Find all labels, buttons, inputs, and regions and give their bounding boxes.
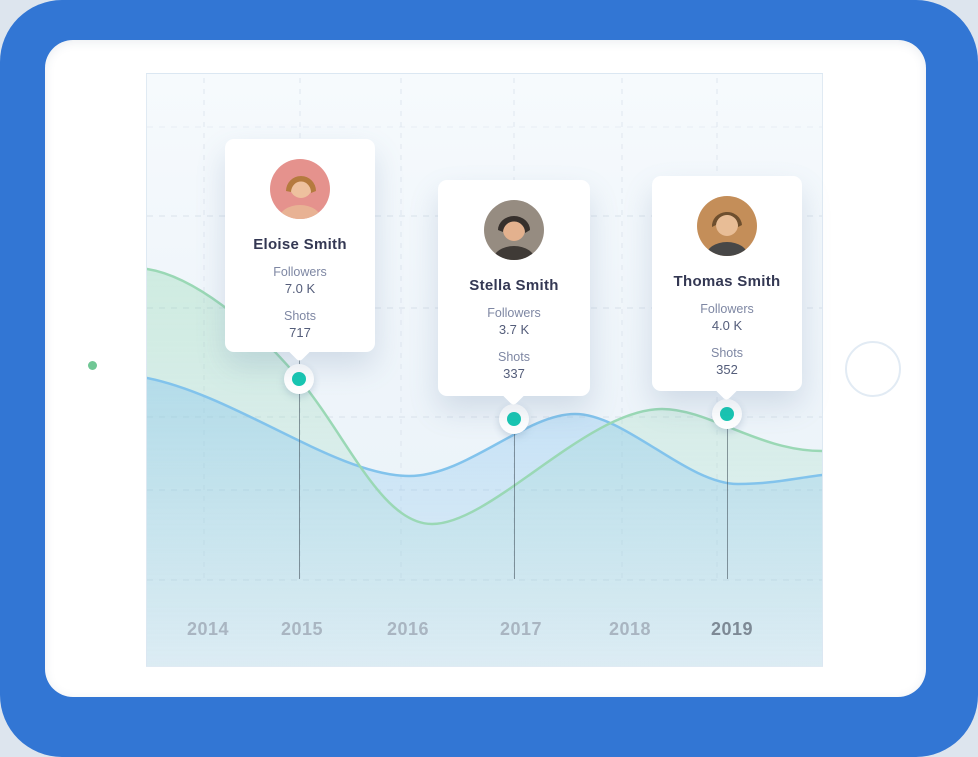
marker-line-2015 — [299, 353, 300, 579]
followers-label: Followers — [700, 302, 754, 316]
x-axis-label-2016[interactable]: 2016 — [386, 619, 430, 639]
blue-series-area — [147, 378, 822, 666]
data-point-dot — [720, 407, 734, 421]
shots-label: Shots — [711, 345, 743, 360]
avatar-stella — [484, 200, 544, 260]
camera-indicator-dot — [88, 361, 97, 370]
x-axis-label-2017[interactable]: 2017 — [499, 619, 543, 639]
data-point-dot — [507, 412, 521, 426]
profile-card-stella: Stella Smith Followers 3.7 K Shots 337 — [438, 180, 590, 396]
home-button[interactable] — [845, 341, 901, 397]
avatar-thomas — [697, 196, 757, 256]
followers-label: Followers — [273, 265, 327, 279]
x-axis-label-2019-active[interactable]: 2019 — [710, 619, 754, 639]
shots-value: 337 — [503, 365, 525, 381]
data-point-2019[interactable] — [712, 399, 742, 429]
followers-label: Followers — [487, 306, 541, 320]
followers-value: 4.0 K — [711, 317, 743, 333]
person-name: Stella Smith — [469, 277, 559, 294]
x-axis-label-2014[interactable]: 2014 — [186, 619, 230, 639]
x-axis-label-2018[interactable]: 2018 — [608, 619, 652, 639]
data-point-2017[interactable] — [499, 404, 529, 434]
x-axis-label-2015[interactable]: 2015 — [280, 619, 324, 639]
tablet-screen: 2014 2015 2016 2017 2018 2019 — [45, 40, 926, 697]
person-name: Thomas Smith — [673, 273, 781, 290]
profile-card-thomas: Thomas Smith Followers 4.0 K Shots 352 — [652, 176, 802, 391]
data-point-dot — [292, 372, 306, 386]
followers-value: 3.7 K — [498, 321, 530, 337]
avatar-eloise — [270, 159, 330, 219]
shots-label: Shots — [284, 308, 316, 323]
blue-series-line — [147, 376, 822, 486]
followers-value: 7.0 K — [284, 280, 316, 296]
marker-line-2017 — [514, 397, 515, 579]
shots-value: 352 — [716, 361, 738, 377]
data-point-2015[interactable] — [284, 364, 314, 394]
profile-card-eloise: Eloise Smith Followers 7.0 K Shots 717 — [225, 139, 375, 352]
person-name: Eloise Smith — [253, 236, 347, 253]
shots-label: Shots — [498, 349, 530, 364]
shots-value: 717 — [289, 324, 311, 340]
marker-line-2019 — [727, 392, 728, 579]
